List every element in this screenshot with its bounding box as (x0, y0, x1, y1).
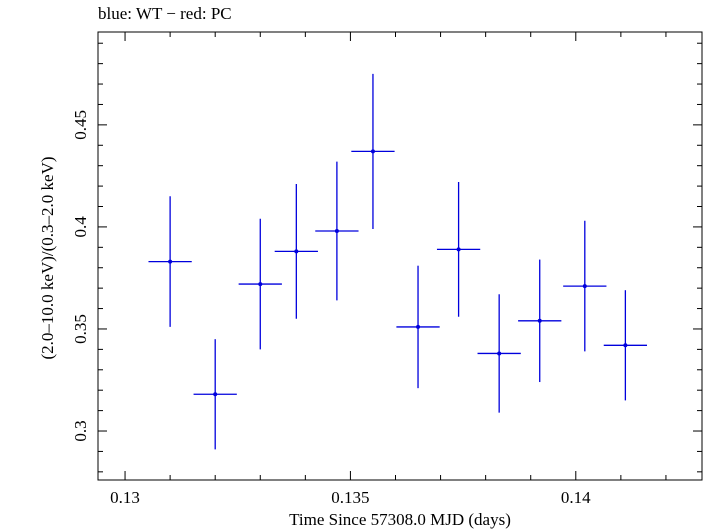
data-point (456, 247, 461, 252)
data-point (497, 351, 502, 356)
axis-ticks: 0.13 0.135 0.14 0.3 0.35 0.4 0.45 (71, 32, 702, 507)
x-tick-label: 0.14 (561, 488, 591, 507)
y-tick-label: 0.3 (71, 420, 90, 441)
y-tick-label: 0.4 (71, 216, 90, 238)
data-point (416, 324, 421, 329)
plot-frame (97, 31, 703, 481)
x-tick-label: 0.13 (110, 488, 140, 507)
data-point (213, 392, 218, 397)
data-point (168, 259, 173, 264)
chart-title: blue: WT − red: PC (98, 4, 232, 23)
data-point (294, 249, 299, 254)
data-point (370, 149, 375, 154)
data-points (148, 73, 648, 450)
data-point (334, 228, 339, 233)
data-point (623, 343, 628, 348)
data-point (258, 282, 263, 287)
x-axis-label: Time Since 57308.0 MJD (days) (289, 510, 511, 529)
data-point (582, 284, 587, 289)
data-point (537, 318, 542, 323)
y-tick-label: 0.45 (71, 110, 90, 140)
y-tick-label: 0.35 (71, 314, 90, 344)
x-tick-label: 0.135 (331, 488, 369, 507)
y-axis-label: (2.0–10.0 keV)/(0.3–2.0 keV) (38, 156, 57, 360)
